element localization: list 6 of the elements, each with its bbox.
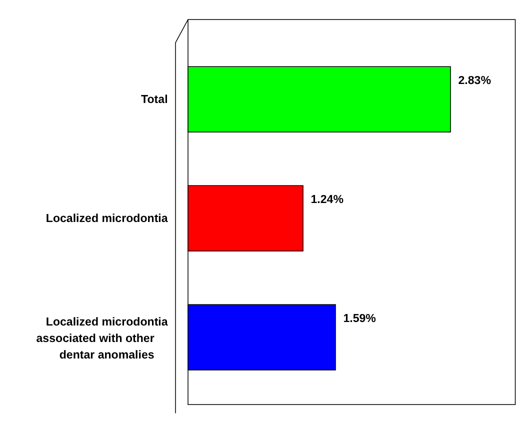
data-label: 2.83% xyxy=(458,74,491,87)
data-label: 1.59% xyxy=(343,312,376,325)
data-label: 1.24% xyxy=(310,194,344,206)
y-tick-label: Total xyxy=(141,94,168,106)
y-tick-label: Localized microdontia associated with other dentar anomalies xyxy=(36,316,168,362)
y-tick-label: Localized microdontia xyxy=(46,213,168,226)
